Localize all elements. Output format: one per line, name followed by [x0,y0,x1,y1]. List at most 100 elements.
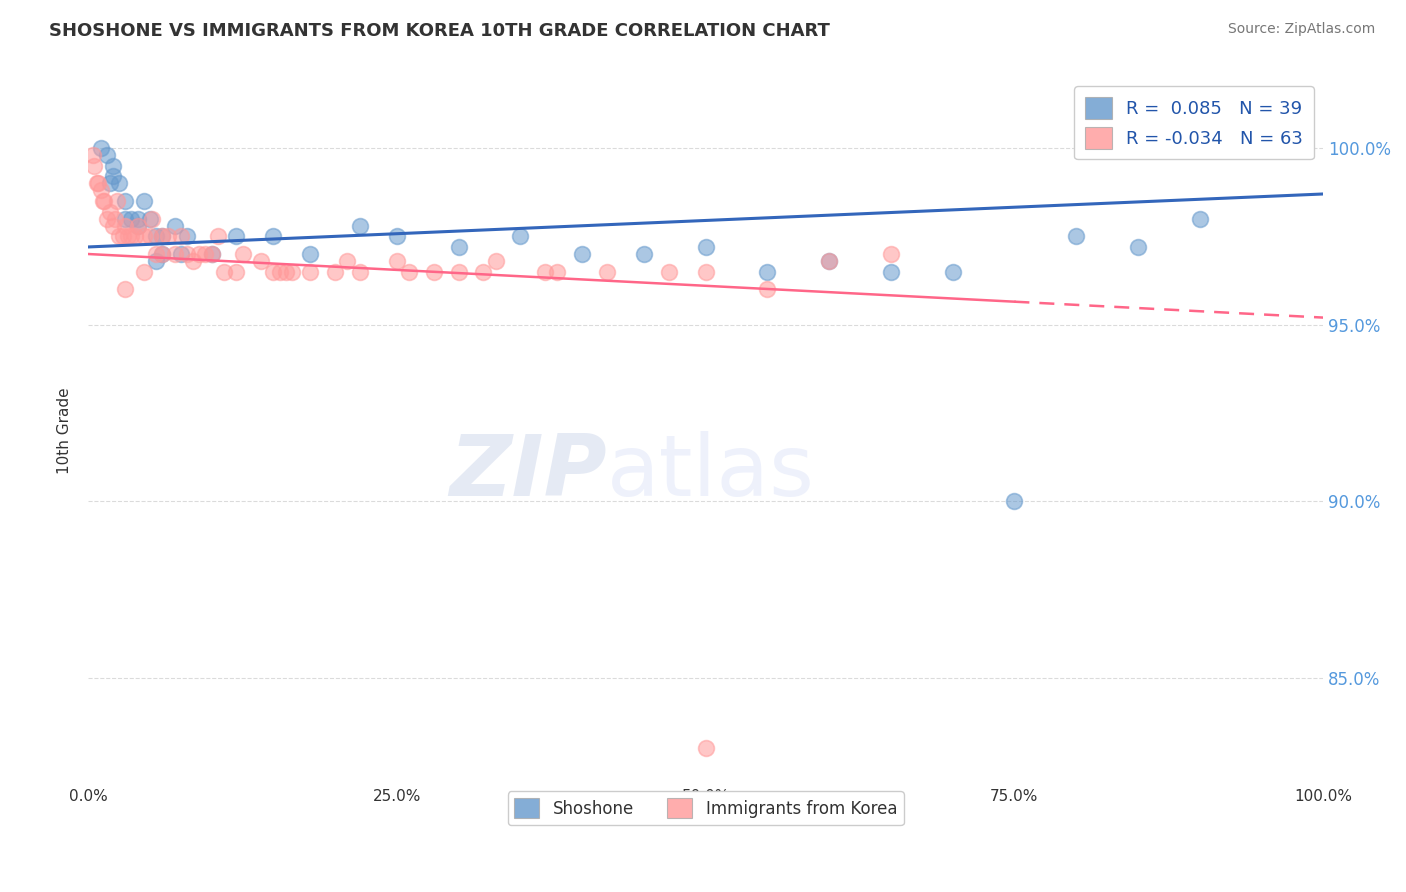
Point [323,265,346,279]
Point [818,254,841,268]
Point [96,148,118,162]
Point [534,265,557,279]
Point [756,282,779,296]
Point [695,240,717,254]
Point [132,194,155,208]
Point [104,211,127,226]
Point [145,254,167,268]
Point [633,247,655,261]
Point [91,194,114,208]
Point [101,169,124,184]
Point [100,177,122,191]
Point [176,247,198,261]
Point [124,229,146,244]
Point [150,229,173,244]
Point [127,219,149,233]
Point [281,265,304,279]
Point [942,265,965,279]
Point [96,211,118,226]
Point [86,177,108,191]
Point [127,219,149,233]
Point [150,247,173,261]
Point [447,240,470,254]
Point [157,229,180,244]
Point [695,265,717,279]
Point [756,265,779,279]
Point [231,247,253,261]
Point [349,219,371,233]
Point [447,265,470,279]
Point [163,219,186,233]
Point [472,265,495,279]
Point [201,247,224,261]
Point [299,247,322,261]
Point [181,254,204,268]
Text: SHOSHONE VS IMMIGRANTS FROM KOREA 10TH GRADE CORRELATION CHART: SHOSHONE VS IMMIGRANTS FROM KOREA 10TH G… [49,22,830,40]
Point [170,229,193,244]
Point [349,265,371,279]
Point [145,229,167,244]
Point [201,247,224,261]
Point [225,229,247,244]
Legend: Shoshone, Immigrants from Korea: Shoshone, Immigrants from Korea [508,791,904,825]
Point [108,229,131,244]
Point [83,159,105,173]
Point [114,282,136,296]
Point [385,229,408,244]
Point [188,247,211,261]
Point [101,159,124,173]
Point [596,265,619,279]
Point [100,204,122,219]
Point [250,254,273,268]
Point [485,254,508,268]
Point [117,229,139,244]
Point [132,229,155,244]
Point [880,265,903,279]
Point [509,229,531,244]
Point [225,265,247,279]
Point [127,211,149,226]
Point [880,247,903,261]
Point [170,247,193,261]
Point [93,194,115,208]
Point [108,177,131,191]
Point [89,141,111,155]
Point [89,184,111,198]
Point [818,254,841,268]
Point [150,229,173,244]
Point [114,211,136,226]
Point [1064,229,1087,244]
Point [176,229,198,244]
Point [163,247,186,261]
Point [120,211,142,226]
Point [1188,211,1211,226]
Point [120,229,142,244]
Point [145,247,167,261]
Point [385,254,408,268]
Point [269,265,291,279]
Point [111,229,134,244]
Point [87,177,110,191]
Point [150,247,173,261]
Point [1002,494,1025,508]
Point [212,265,235,279]
Point [571,247,593,261]
Point [207,229,229,244]
Point [546,265,568,279]
Point [1126,240,1149,254]
Point [262,229,284,244]
Text: atlas: atlas [607,432,815,515]
Point [262,265,284,279]
Point [132,265,155,279]
Point [695,741,717,756]
Point [139,211,162,226]
Point [194,247,217,261]
Point [82,148,104,162]
Y-axis label: 10th Grade: 10th Grade [58,387,72,474]
Point [658,265,681,279]
Point [114,219,136,233]
Text: ZIP: ZIP [450,432,607,515]
Point [423,265,446,279]
Point [336,254,359,268]
Point [101,219,124,233]
